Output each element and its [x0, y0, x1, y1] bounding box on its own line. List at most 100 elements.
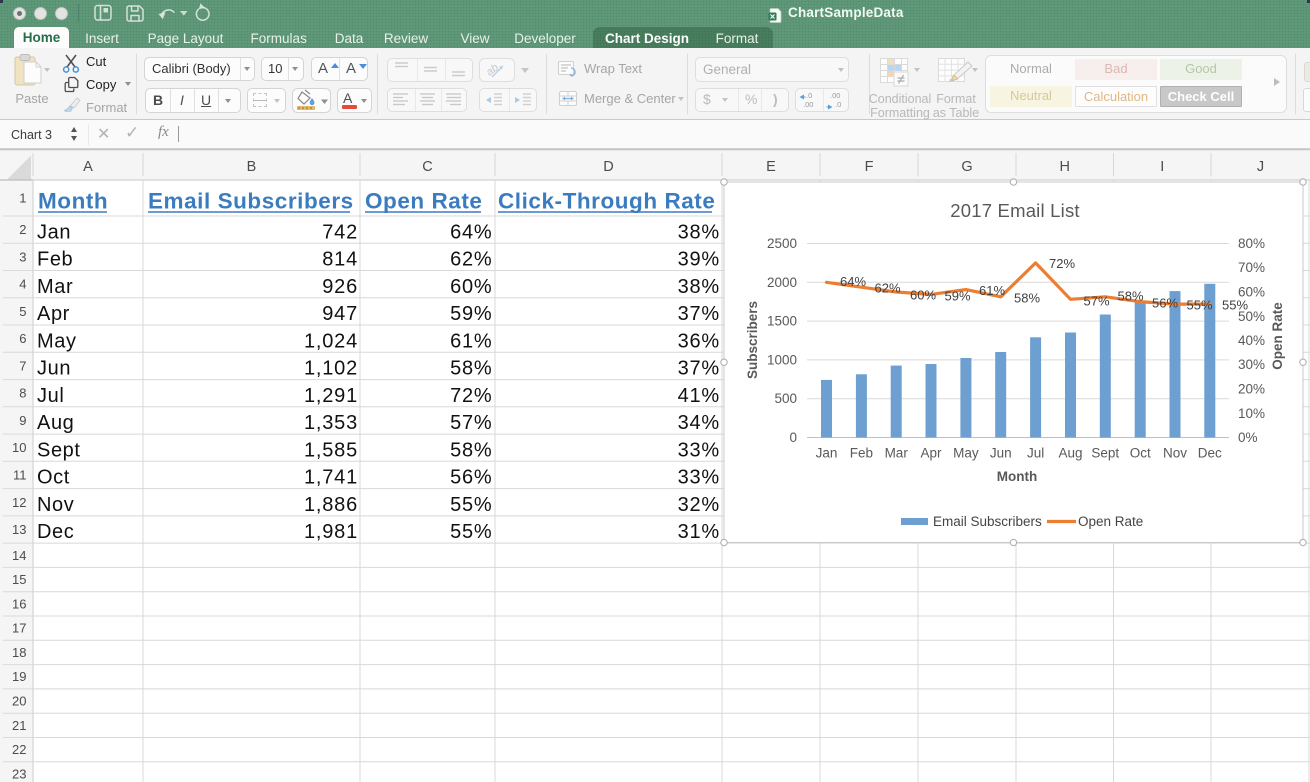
svg-text:D: D [603, 159, 613, 175]
svg-text:.00: .00 [830, 91, 840, 100]
svg-text:55%: 55% [1186, 298, 1212, 313]
svg-text:18: 18 [12, 645, 26, 660]
svg-text:Jun: Jun [37, 358, 71, 380]
svg-text:56%: 56% [1152, 296, 1178, 311]
svg-text:I: I [1160, 159, 1164, 175]
svg-text:Jun: Jun [990, 446, 1012, 461]
svg-text:.0: .0 [806, 91, 812, 100]
svg-text:1,886: 1,886 [304, 494, 358, 516]
svg-text:Jul: Jul [1027, 446, 1044, 461]
svg-text:10: 10 [12, 440, 26, 455]
svg-text:G: G [961, 159, 972, 175]
svg-text:3: 3 [19, 249, 26, 264]
svg-text:58%: 58% [1014, 291, 1040, 306]
svg-text:56%: 56% [450, 467, 492, 489]
svg-text:10%: 10% [1238, 406, 1265, 421]
svg-text:55%: 55% [450, 494, 492, 516]
svg-text:19: 19 [12, 669, 26, 684]
svg-text:80%: 80% [1238, 236, 1265, 251]
svg-text:41%: 41% [678, 385, 720, 407]
svg-text:814: 814 [322, 249, 358, 271]
svg-text:60%: 60% [1238, 285, 1265, 300]
svg-text:59%: 59% [944, 289, 970, 304]
svg-text:947: 947 [322, 303, 358, 325]
svg-text:0: 0 [789, 430, 797, 445]
svg-text:12: 12 [12, 495, 26, 510]
svg-text:Aug: Aug [1058, 446, 1082, 461]
svg-text:Dec: Dec [37, 521, 74, 543]
svg-text:Jan: Jan [816, 446, 838, 461]
svg-text:1,585: 1,585 [304, 439, 358, 461]
svg-text:13: 13 [12, 522, 26, 537]
svg-text:32%: 32% [678, 494, 720, 516]
svg-text:Subscribers: Subscribers [745, 301, 760, 379]
svg-text:72%: 72% [1049, 256, 1075, 271]
svg-text:57%: 57% [1083, 294, 1109, 309]
svg-text:22: 22 [12, 742, 26, 757]
svg-text:1,102: 1,102 [304, 358, 358, 380]
svg-text:61%: 61% [450, 330, 492, 352]
svg-text:2500: 2500 [767, 236, 797, 251]
svg-text:Sept: Sept [37, 439, 81, 461]
svg-text:Open Rate: Open Rate [365, 189, 482, 214]
svg-text:Email Subscribers: Email Subscribers [933, 514, 1042, 529]
svg-text:Apr: Apr [37, 303, 70, 325]
svg-text:20%: 20% [1238, 382, 1265, 397]
svg-text:Apr: Apr [920, 446, 942, 461]
svg-text:33%: 33% [678, 439, 720, 461]
svg-text:23: 23 [12, 767, 26, 782]
svg-text:21: 21 [12, 718, 26, 733]
svg-text:11: 11 [13, 468, 27, 483]
svg-text:May: May [953, 446, 979, 461]
svg-text:Sept: Sept [1091, 446, 1119, 461]
svg-text:Mar: Mar [37, 276, 73, 298]
svg-text:C: C [422, 159, 432, 175]
svg-text:B: B [247, 159, 257, 175]
svg-text:Click-Through Rate: Click-Through Rate [498, 189, 715, 214]
svg-text:1: 1 [19, 191, 26, 206]
svg-text:Open Rate: Open Rate [1270, 302, 1285, 370]
svg-text:Dec: Dec [1198, 446, 1222, 461]
svg-text:.0: .0 [835, 100, 841, 109]
svg-text:Open Rate: Open Rate [1078, 514, 1143, 529]
svg-text:Feb: Feb [850, 446, 873, 461]
svg-text:59%: 59% [450, 303, 492, 325]
svg-text:1,024: 1,024 [304, 330, 358, 352]
svg-text:72%: 72% [450, 385, 492, 407]
svg-text:May: May [37, 330, 77, 352]
svg-text:33%: 33% [678, 467, 720, 489]
svg-text:1500: 1500 [767, 314, 797, 329]
svg-text:8: 8 [19, 386, 26, 401]
svg-text:Oct: Oct [1130, 446, 1151, 461]
svg-text:Aug: Aug [37, 412, 74, 434]
svg-text:39%: 39% [678, 249, 720, 271]
svg-text:Nov: Nov [37, 494, 74, 516]
svg-text:1,291: 1,291 [304, 385, 358, 407]
svg-text:64%: 64% [840, 274, 866, 289]
svg-text:6: 6 [19, 331, 26, 346]
svg-text:2000: 2000 [767, 275, 797, 290]
svg-text:62%: 62% [874, 281, 900, 296]
svg-text:4: 4 [19, 277, 26, 292]
svg-text:Jan: Jan [37, 221, 71, 243]
svg-text:Month: Month [38, 189, 108, 214]
svg-text:55%: 55% [450, 521, 492, 543]
svg-text:37%: 37% [678, 358, 720, 380]
svg-text:62%: 62% [450, 249, 492, 271]
svg-text:500: 500 [774, 391, 797, 406]
svg-text:0%: 0% [1238, 430, 1258, 445]
svg-text:Nov: Nov [1163, 446, 1187, 461]
svg-text:64%: 64% [450, 221, 492, 243]
svg-text:36%: 36% [678, 330, 720, 352]
svg-text:A: A [83, 159, 93, 175]
svg-text:34%: 34% [678, 412, 720, 434]
svg-text:2: 2 [19, 222, 26, 237]
svg-text:Feb: Feb [37, 249, 73, 271]
svg-text:1000: 1000 [767, 352, 797, 367]
svg-text:60%: 60% [910, 288, 936, 303]
svg-text:14: 14 [12, 548, 26, 563]
svg-text:38%: 38% [678, 221, 720, 243]
svg-text:60%: 60% [450, 276, 492, 298]
svg-text:58%: 58% [450, 358, 492, 380]
svg-text:Oct: Oct [37, 467, 70, 489]
